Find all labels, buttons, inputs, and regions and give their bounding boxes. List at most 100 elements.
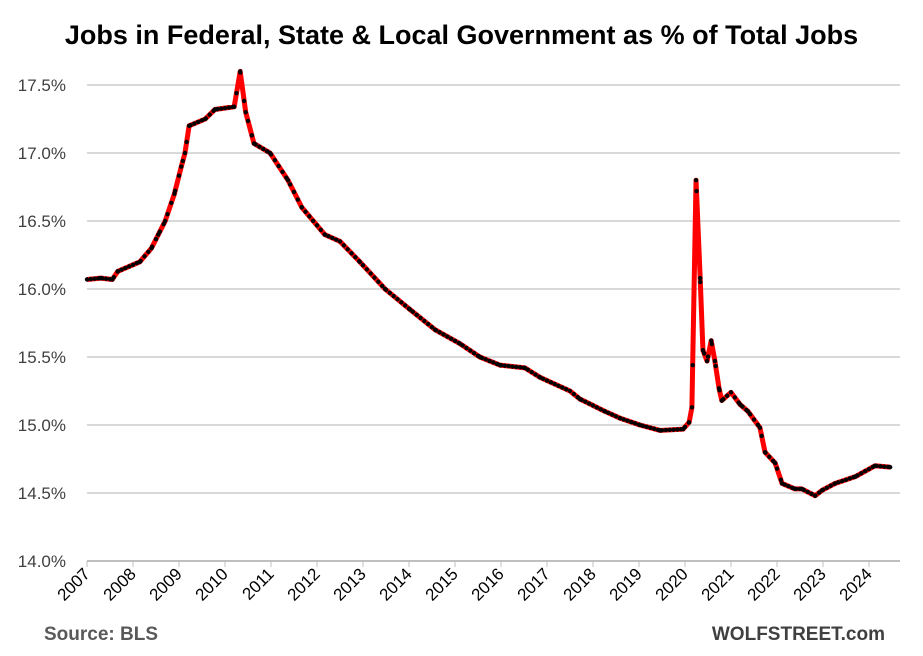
data-point [149, 244, 155, 249]
data-point [510, 364, 515, 369]
data-point [774, 466, 780, 471]
data-point [115, 269, 121, 274]
data-point [843, 477, 849, 482]
data-point [322, 232, 328, 237]
data-point [556, 383, 561, 388]
y-tick-label: 17.5% [18, 76, 66, 95]
data-point [402, 303, 408, 308]
data-point [583, 399, 588, 404]
data-point [525, 367, 531, 372]
data-point [357, 259, 362, 264]
data-point [740, 404, 745, 409]
data-point [195, 119, 201, 125]
data-point [487, 358, 492, 364]
data-point [372, 275, 377, 280]
data-point [606, 410, 611, 416]
data-point [828, 483, 833, 488]
data-point [689, 405, 695, 410]
data-point [579, 397, 584, 403]
data-point [483, 357, 488, 362]
data-point [291, 189, 297, 195]
data-point [364, 267, 370, 272]
data-point [782, 482, 787, 487]
data-point [563, 387, 569, 392]
data-point [625, 418, 630, 423]
data-point [410, 309, 416, 314]
data-point [859, 471, 864, 476]
data-point [399, 300, 404, 305]
data-point [433, 327, 439, 333]
data-point [652, 426, 657, 432]
x-tick-label: 2011 [239, 564, 278, 603]
data-point [809, 491, 814, 497]
series-line [86, 68, 891, 499]
x-tick-label: 2008 [100, 564, 140, 604]
data-point [314, 223, 320, 228]
data-point [176, 173, 182, 178]
data-point [693, 178, 699, 183]
data-point [747, 412, 753, 417]
data-point [690, 362, 695, 368]
y-tick-label: 16.5% [18, 212, 66, 231]
data-point [299, 205, 305, 210]
data-point [441, 332, 446, 337]
data-point [307, 214, 312, 219]
data-point [414, 312, 419, 318]
data-point [418, 315, 423, 321]
data-point [130, 262, 136, 267]
data-point [820, 487, 826, 492]
data-point [887, 464, 893, 470]
x-tick-label: 2012 [284, 564, 324, 604]
x-tick-label: 2016 [468, 564, 508, 604]
data-point [836, 480, 841, 485]
x-tick-label: 2017 [514, 564, 554, 604]
data-point [548, 380, 554, 385]
data-point [245, 118, 251, 124]
data-point [249, 133, 255, 138]
data-point [257, 144, 262, 149]
x-tick-label: 2013 [330, 564, 370, 604]
data-point [353, 255, 358, 260]
x-tick-label: 2023 [790, 564, 830, 604]
data-point [644, 424, 649, 430]
x-tick-label: 2021 [698, 564, 738, 604]
data-point [142, 254, 147, 259]
data-point [280, 169, 285, 175]
data-point [272, 158, 278, 163]
data-point [383, 287, 389, 292]
data-point [801, 487, 807, 493]
y-tick-label: 16.0% [18, 280, 66, 299]
data-point [594, 405, 600, 410]
data-point [349, 251, 354, 256]
data-point [839, 478, 845, 484]
data-point [203, 116, 209, 121]
data-point [529, 369, 534, 375]
data-point [333, 237, 339, 242]
data-point [772, 460, 778, 466]
x-tick-label: 2014 [376, 564, 416, 604]
data-point [613, 414, 619, 419]
data-point [648, 425, 653, 431]
data-point [717, 388, 722, 393]
data-point [303, 209, 308, 214]
data-point [506, 363, 511, 369]
data-point [713, 363, 718, 369]
data-point [847, 476, 853, 481]
data-point [153, 236, 159, 242]
data-point [368, 271, 373, 276]
data-point [724, 393, 730, 398]
data-point [479, 355, 485, 361]
data-point [786, 484, 791, 489]
data-point [188, 123, 193, 128]
data-point [192, 121, 197, 126]
data-point [103, 276, 109, 281]
data-point [514, 364, 519, 370]
data-point [337, 239, 343, 244]
data-point [712, 358, 718, 364]
data-point [253, 142, 258, 147]
data-point [379, 283, 385, 289]
data-point [571, 391, 577, 397]
data-point [295, 197, 301, 202]
data-point [138, 258, 143, 264]
